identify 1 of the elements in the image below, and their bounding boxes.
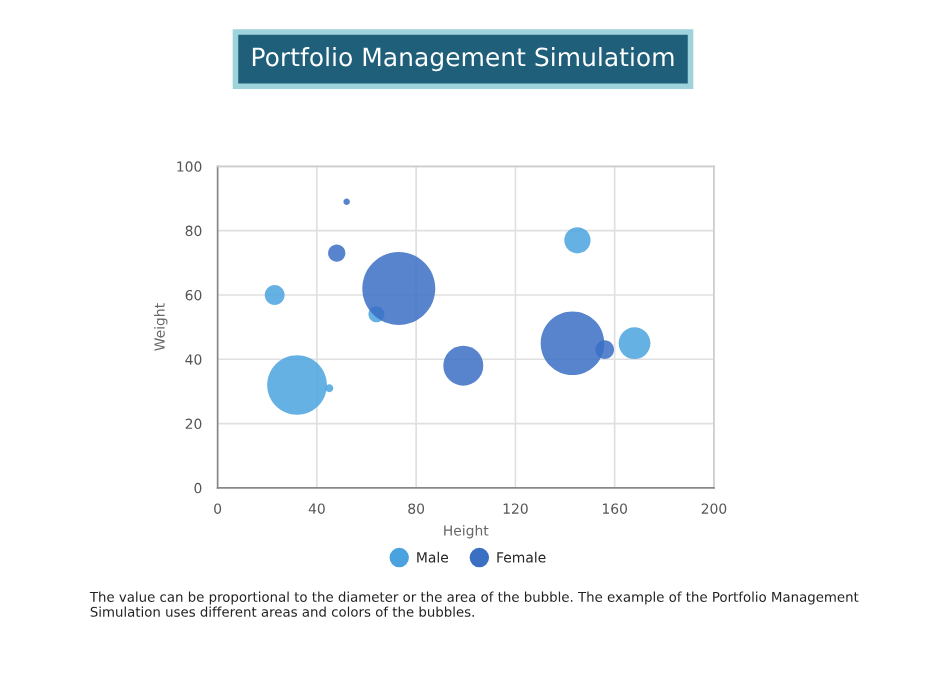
chart-title: Portfolio Management Simulatiom	[252, 47, 674, 72]
